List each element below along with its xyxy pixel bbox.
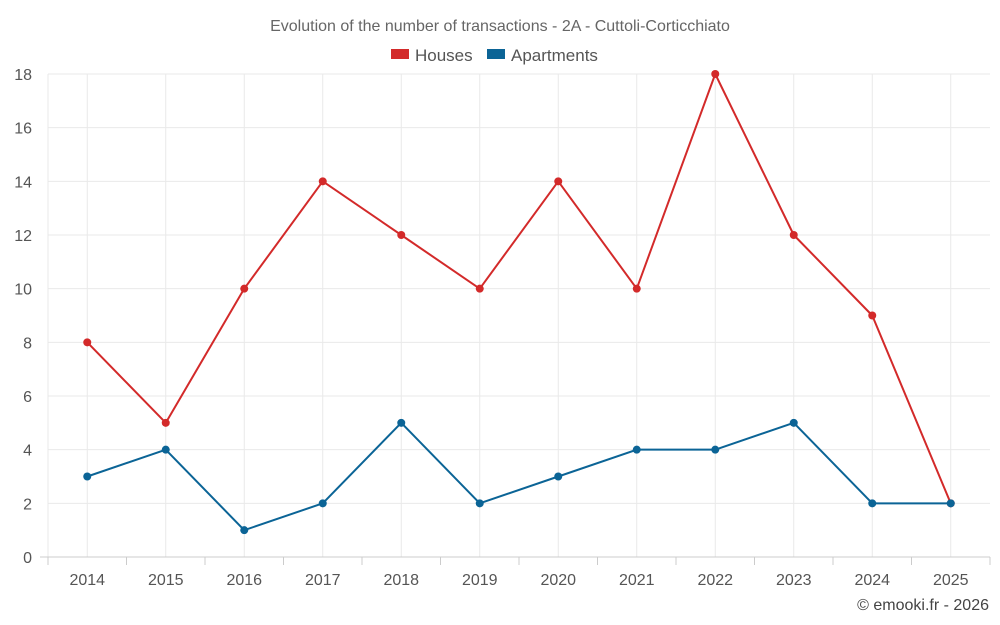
y-tick-label: 16 xyxy=(14,121,32,138)
legend-item-houses[interactable]: Houses xyxy=(391,46,473,65)
series-houses xyxy=(83,70,955,508)
y-tick-label: 10 xyxy=(14,282,32,299)
data-point-apartments[interactable] xyxy=(711,445,720,454)
x-tick-label: 2014 xyxy=(69,572,105,589)
legend-item-apartments[interactable]: Apartments xyxy=(487,46,598,65)
y-tick-label: 14 xyxy=(14,174,32,191)
y-tick-label: 6 xyxy=(23,389,32,406)
data-point-apartments[interactable] xyxy=(161,445,170,454)
data-point-houses[interactable] xyxy=(83,338,92,347)
x-tick-label: 2018 xyxy=(383,572,419,589)
y-tick-label: 0 xyxy=(23,550,32,567)
y-axis-ticks: 0 2 4 6 8 10 12 14 16 18 xyxy=(14,67,32,567)
data-point-apartments[interactable] xyxy=(946,499,955,508)
series-line-apartments xyxy=(86,421,951,532)
data-point-apartments[interactable] xyxy=(318,499,327,508)
data-point-houses[interactable] xyxy=(554,177,563,186)
x-tick-label: 2016 xyxy=(226,572,262,589)
data-point-apartments[interactable] xyxy=(475,499,484,508)
legend-label-apartments: Apartments xyxy=(511,46,598,65)
data-point-houses[interactable] xyxy=(318,177,327,186)
grid xyxy=(47,73,990,557)
chart-title: Evolution of the number of transactions … xyxy=(270,18,730,35)
data-point-apartments[interactable] xyxy=(632,445,641,454)
y-tick-label: 4 xyxy=(23,443,32,460)
x-tick-label: 2020 xyxy=(540,572,576,589)
x-tick-label: 2025 xyxy=(933,572,969,589)
legend-swatch-houses xyxy=(391,49,409,59)
y-tick-label: 2 xyxy=(23,496,32,513)
x-tick-label: 2017 xyxy=(305,572,341,589)
series-apartments xyxy=(83,418,955,535)
data-point-houses[interactable] xyxy=(789,231,798,239)
legend-swatch-apartments xyxy=(487,49,505,59)
x-tick-label: 2022 xyxy=(697,572,733,589)
credit-text: © emooki.fr - 2026 xyxy=(857,597,989,614)
data-point-houses[interactable] xyxy=(161,418,170,427)
data-point-houses[interactable] xyxy=(475,284,484,293)
x-tick-label: 2015 xyxy=(148,572,184,589)
data-point-houses[interactable] xyxy=(240,284,249,293)
legend: Houses Apartments xyxy=(391,46,598,65)
x-tick-label: 2021 xyxy=(619,572,655,589)
data-point-apartments[interactable] xyxy=(397,418,406,427)
series-layer xyxy=(83,70,955,535)
data-point-houses[interactable] xyxy=(711,70,720,78)
x-axis-ticks: 2014 2015 2016 2017 2018 2019 2020 2021 2022 2023… xyxy=(69,572,968,589)
axes xyxy=(40,556,991,565)
y-tick-label: 12 xyxy=(14,228,32,245)
data-point-apartments[interactable] xyxy=(554,472,563,481)
data-point-apartments[interactable] xyxy=(240,526,249,535)
data-point-houses[interactable] xyxy=(397,231,406,239)
data-point-apartments[interactable] xyxy=(789,418,798,427)
x-tick-label: 2024 xyxy=(854,572,890,589)
y-tick-label: 8 xyxy=(23,335,32,352)
data-point-apartments[interactable] xyxy=(83,472,92,481)
series-line-houses xyxy=(86,73,952,504)
x-tick-label: 2019 xyxy=(462,572,498,589)
legend-label-houses: Houses xyxy=(415,46,473,65)
data-point-houses[interactable] xyxy=(632,284,641,293)
x-tick-label: 2023 xyxy=(776,572,812,589)
data-point-apartments[interactable] xyxy=(868,499,877,508)
y-tick-label: 18 xyxy=(14,67,32,84)
data-point-houses[interactable] xyxy=(868,311,877,320)
